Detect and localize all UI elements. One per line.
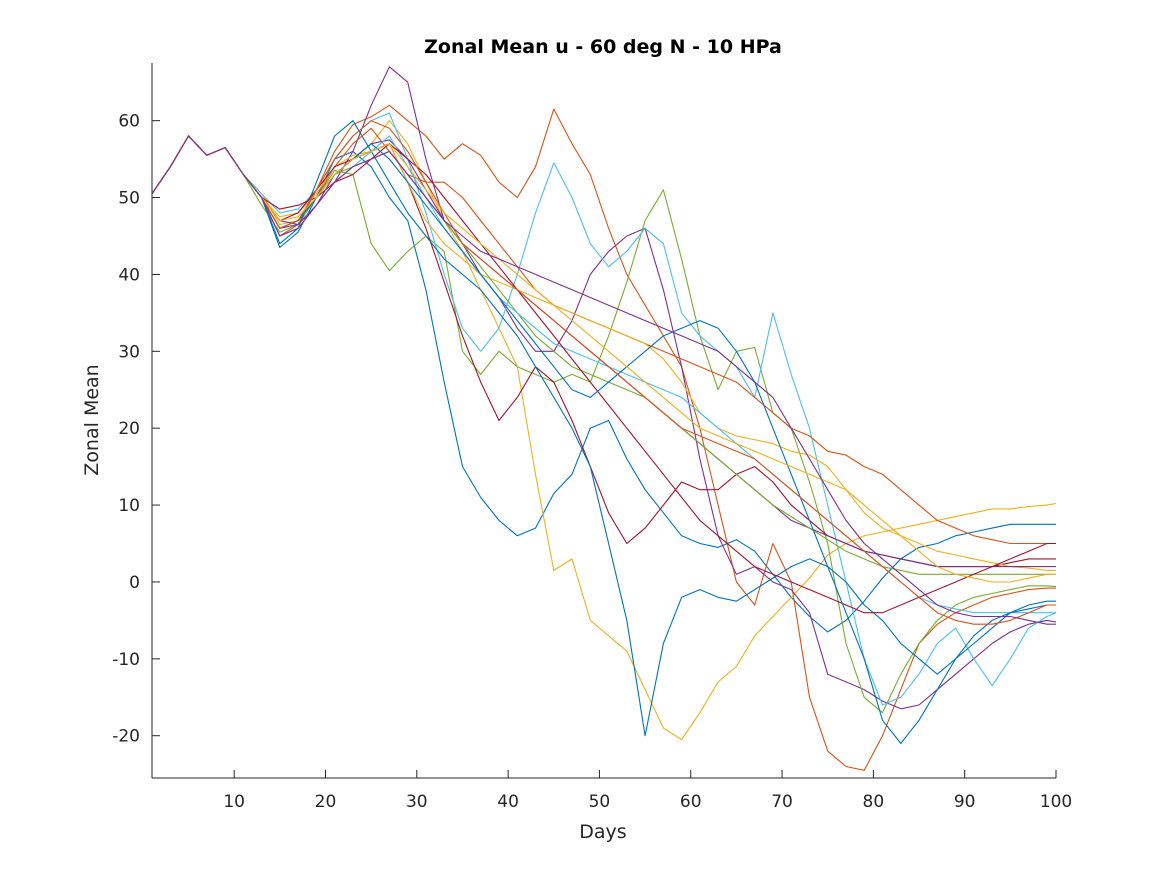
y-ticks: -20 -10 0 10 20 30 40 50 60	[112, 112, 160, 747]
x-tick-label: 40	[497, 792, 519, 812]
series-line-7	[151, 135, 1056, 568]
series-group	[151, 66, 1057, 771]
series-line-1	[151, 135, 1056, 633]
y-tick-label: 50	[118, 189, 140, 209]
series-line-2	[151, 104, 1056, 771]
x-tick-label: 90	[954, 792, 976, 812]
y-tick-label: 20	[118, 419, 140, 439]
x-axis-label: Days	[579, 821, 626, 843]
x-ticks: 10 20 30 40 50 60 70 80 90 100	[223, 770, 1072, 812]
y-tick-label: 10	[118, 496, 140, 516]
series-line-12	[151, 135, 1056, 575]
x-tick-label: 70	[771, 792, 793, 812]
y-tick-label: -20	[112, 727, 140, 747]
x-tick-label: 80	[863, 792, 885, 812]
series-line-10	[151, 135, 1056, 571]
y-tick-label: 0	[129, 573, 140, 593]
y-axis-label: Zonal Mean	[81, 364, 103, 475]
y-tick-label: 40	[118, 265, 140, 285]
series-line-8	[151, 120, 1056, 737]
y-tick-label: -10	[112, 650, 140, 670]
x-tick-label: 60	[680, 792, 702, 812]
axes	[151, 63, 1056, 779]
x-tick-label: 30	[406, 792, 428, 812]
x-tick-label: 100	[1040, 792, 1072, 812]
series-line-14	[151, 135, 1056, 614]
chart-title: Zonal Mean u - 60 deg N - 10 HPa	[424, 36, 782, 58]
series-line-17	[151, 135, 1056, 583]
x-tick-label: 50	[589, 792, 611, 812]
series-line-16	[151, 120, 1056, 625]
series-line-4	[151, 66, 1057, 710]
series-line-9	[151, 127, 1056, 545]
series-line-6	[151, 112, 1057, 706]
x-tick-label: 10	[223, 792, 245, 812]
y-tick-label: 60	[118, 112, 140, 132]
y-tick-label: 30	[118, 342, 140, 362]
series-line-18	[151, 135, 1056, 625]
series-line-15	[151, 135, 1056, 744]
x-tick-label: 20	[315, 792, 337, 812]
